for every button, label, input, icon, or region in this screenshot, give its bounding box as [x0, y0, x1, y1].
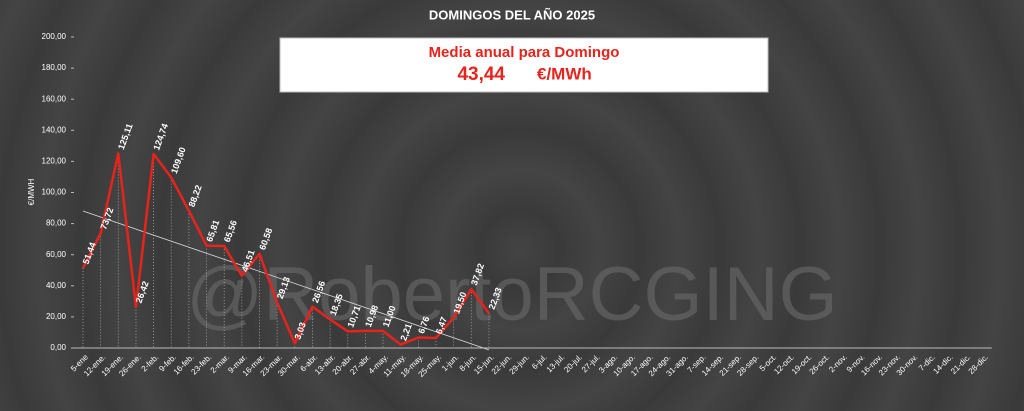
x-tick-label: 23-feb. — [189, 353, 213, 377]
value-label: 73,72 — [98, 206, 115, 231]
x-tick-label: 28-dic. — [967, 353, 990, 376]
y-tick-label: 200,00 — [42, 32, 67, 41]
value-label: 125,11 — [116, 122, 135, 151]
value-label: 124,74 — [151, 122, 170, 151]
y-tick-label: 40,00 — [46, 281, 67, 290]
y-tick-label: 80,00 — [46, 219, 67, 228]
value-label: 88,22 — [187, 184, 204, 209]
y-tick-label: 140,00 — [42, 125, 67, 134]
x-tick-label: 20-jul. — [562, 353, 584, 375]
value-label: 65,56 — [222, 219, 239, 244]
value-label: 51,44 — [81, 241, 98, 266]
x-tick-label: 2-feb. — [140, 353, 161, 374]
y-tick-label: 180,00 — [42, 63, 67, 72]
mean-box — [279, 37, 769, 93]
mean-unit: €/MWh — [537, 64, 592, 83]
chart-title: DOMINGOS DEL AÑO 2025 — [429, 7, 595, 22]
value-label: 60,58 — [257, 227, 274, 252]
value-label: 26,42 — [134, 280, 151, 305]
y-tick-label: 100,00 — [42, 188, 67, 197]
y-tick-label: 120,00 — [42, 157, 67, 166]
x-tick-label: 2-nov. — [827, 353, 849, 375]
y-axis-label: €/MWH — [27, 178, 36, 205]
y-tick-label: 20,00 — [46, 312, 67, 321]
x-tick-label: 2-mar. — [209, 353, 231, 375]
x-tick-label: 26-oct. — [808, 353, 832, 377]
y-tick-label: 160,00 — [42, 94, 67, 103]
value-label: 65,81 — [204, 219, 221, 244]
mean-value: 43,44 — [457, 64, 505, 85]
x-tick-label: 13-jul. — [545, 353, 567, 375]
x-tick-label: 1-jun. — [440, 353, 461, 374]
trend-line — [82, 210, 490, 351]
value-label: 109,60 — [169, 146, 188, 175]
x-tick-label: 29-jun. — [507, 353, 531, 377]
mean-label: Media anual para Domingo — [429, 44, 620, 61]
watermark: @RobertoRCGING — [186, 252, 838, 337]
y-tick-label: 60,00 — [46, 250, 67, 259]
y-tick-label: 0,00 — [50, 343, 66, 352]
x-tick-label: 27-abr. — [348, 353, 372, 377]
series-line — [81, 152, 490, 346]
